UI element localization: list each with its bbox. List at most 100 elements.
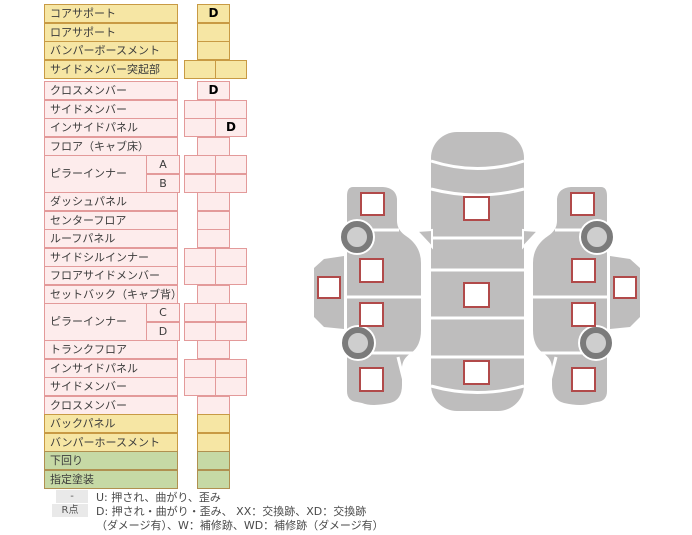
table-row: バンパーボースメント bbox=[44, 41, 248, 60]
rear-wheel-icon bbox=[580, 327, 612, 359]
part-label: 指定塗装 bbox=[44, 469, 178, 489]
check-square-right-fender[interactable] bbox=[570, 192, 595, 216]
table-row: ロアサポート bbox=[44, 22, 248, 42]
check-cell-right[interactable] bbox=[215, 155, 247, 174]
check-cell[interactable] bbox=[197, 414, 230, 433]
table-row: サイドシルインナー bbox=[44, 247, 248, 267]
part-label: サイドシルインナー bbox=[44, 247, 178, 267]
check-cell-right[interactable] bbox=[215, 174, 247, 193]
check-cell-right[interactable] bbox=[215, 358, 247, 378]
table-row: ダッシュパネル bbox=[44, 192, 248, 211]
table-row-group-pillar-cd: ピラーインナー C D bbox=[44, 303, 248, 341]
table-row: センターフロア bbox=[44, 210, 248, 230]
check-square-left-sill[interactable] bbox=[317, 276, 341, 299]
check-square-left-fender[interactable] bbox=[360, 192, 385, 216]
part-label: フロア（キャブ床） bbox=[44, 136, 178, 156]
car-top-view bbox=[414, 132, 541, 411]
part-label: 下回り bbox=[44, 451, 178, 470]
check-cell-left[interactable] bbox=[184, 358, 216, 378]
check-cell[interactable] bbox=[197, 395, 230, 415]
check-cell-left[interactable] bbox=[184, 155, 216, 174]
sub-label-d: D bbox=[146, 322, 180, 341]
check-square-mid-center[interactable] bbox=[463, 282, 490, 308]
check-cell[interactable] bbox=[197, 229, 230, 248]
part-label: フロアサイドメンバー bbox=[44, 266, 178, 285]
check-square-left-front-door[interactable] bbox=[359, 258, 384, 283]
check-cell[interactable] bbox=[197, 136, 230, 156]
car-left-side-view bbox=[314, 187, 421, 405]
check-square-right-quarter[interactable] bbox=[571, 367, 596, 392]
table-row: サイドメンバー bbox=[44, 377, 248, 396]
part-label: トランクフロア bbox=[44, 340, 178, 359]
car-right-side-view bbox=[533, 187, 640, 405]
check-square-right-rear-door[interactable] bbox=[571, 302, 596, 327]
table-row: セットバック（キャブ背） bbox=[44, 284, 248, 304]
part-label: サイドメンバー突起部 bbox=[44, 59, 178, 79]
check-cell-left[interactable] bbox=[184, 266, 216, 285]
check-square-right-front-door[interactable] bbox=[571, 258, 596, 283]
table-row: サイドメンバー bbox=[44, 99, 248, 119]
check-cell-left[interactable] bbox=[184, 118, 216, 137]
check-cell-left[interactable] bbox=[184, 377, 216, 396]
part-label: サイドメンバー bbox=[44, 377, 178, 396]
check-cell[interactable] bbox=[197, 210, 230, 230]
check-cell-left[interactable] bbox=[184, 322, 216, 341]
part-label: コアサポート bbox=[44, 4, 178, 23]
check-cell[interactable] bbox=[197, 432, 230, 452]
table-row: 下回り bbox=[44, 451, 248, 470]
check-cell-left[interactable] bbox=[184, 174, 216, 193]
table-row: トランクフロア bbox=[44, 340, 248, 359]
check-cell[interactable]: D bbox=[197, 81, 230, 100]
part-label: インサイドパネル bbox=[44, 358, 178, 378]
rear-bumper-line bbox=[430, 384, 525, 394]
check-square-left-rear-door[interactable] bbox=[359, 302, 384, 327]
table-row: クロスメンバー bbox=[44, 395, 248, 415]
part-label: ルーフパネル bbox=[44, 229, 178, 248]
check-cell-left[interactable] bbox=[184, 99, 216, 119]
front-bumper-line bbox=[430, 159, 525, 170]
check-cell[interactable] bbox=[197, 451, 230, 470]
part-label: バンパーホースメント bbox=[44, 432, 178, 452]
check-cell[interactable]: D bbox=[197, 4, 230, 23]
check-cell[interactable] bbox=[197, 22, 230, 42]
check-cell-right[interactable] bbox=[215, 377, 247, 396]
check-cell-right[interactable] bbox=[215, 99, 247, 119]
table-row: ルーフパネル bbox=[44, 229, 248, 248]
check-cell-right[interactable] bbox=[215, 266, 247, 285]
part-label: サイドメンバー bbox=[44, 99, 178, 119]
part-label: ダッシュパネル bbox=[44, 192, 178, 211]
legend-text-u: U: 押され、曲がり、歪み bbox=[96, 491, 221, 504]
check-cell[interactable] bbox=[197, 469, 230, 489]
check-cell-left[interactable] bbox=[184, 303, 216, 322]
rear-corner-line bbox=[543, 356, 558, 402]
legend-text-w-wd: （ダメージ有）、W：補修跡、WD：補修跡（ダメージ有） bbox=[96, 519, 384, 532]
check-cell-left[interactable] bbox=[184, 59, 216, 79]
check-cell[interactable] bbox=[197, 340, 230, 359]
check-cell-right[interactable] bbox=[215, 59, 247, 79]
rear-wheel-icon bbox=[342, 327, 374, 359]
check-cell-left[interactable] bbox=[184, 247, 216, 267]
check-cell-right[interactable] bbox=[215, 322, 247, 341]
check-square-left-quarter[interactable] bbox=[359, 367, 384, 392]
check-cell-right[interactable] bbox=[215, 247, 247, 267]
table-row: フロアサイドメンバー bbox=[44, 266, 248, 285]
check-cell[interactable] bbox=[197, 41, 230, 60]
check-cell[interactable] bbox=[197, 192, 230, 211]
check-square-front-center[interactable] bbox=[463, 196, 490, 221]
part-label: クロスメンバー bbox=[44, 395, 178, 415]
check-cell-right[interactable]: D bbox=[215, 118, 247, 137]
table-row: インサイドパネル D bbox=[44, 118, 248, 137]
check-square-right-sill[interactable] bbox=[613, 276, 637, 299]
sub-label-a: A bbox=[146, 155, 180, 174]
check-cell-right[interactable] bbox=[215, 303, 247, 322]
table-row: バンパーホースメント bbox=[44, 432, 248, 452]
check-square-rear-center[interactable] bbox=[463, 360, 490, 385]
part-label: バンパーボースメント bbox=[44, 41, 178, 60]
table-row: フロア（キャブ床） bbox=[44, 136, 248, 156]
check-cell[interactable] bbox=[197, 284, 230, 304]
hood-line bbox=[430, 187, 525, 197]
legend-symbol-dash: - bbox=[56, 490, 88, 503]
front-wheel-icon bbox=[581, 221, 613, 253]
table-row: サイドメンバー突起部 bbox=[44, 59, 248, 79]
